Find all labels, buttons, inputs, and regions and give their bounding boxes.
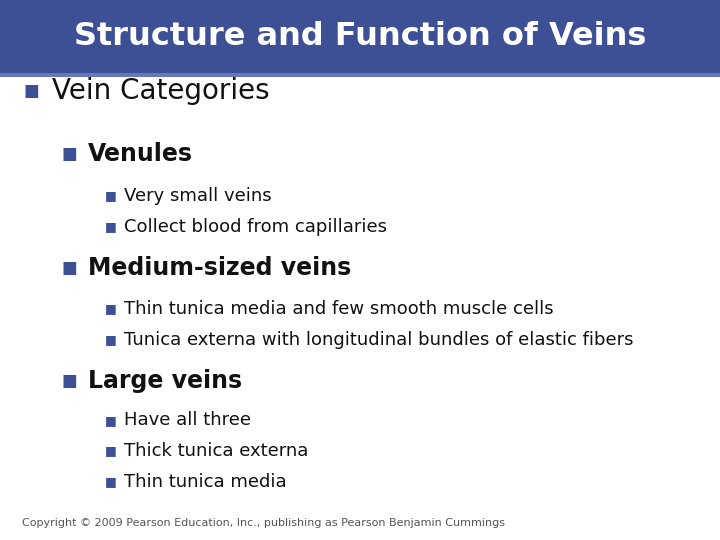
Text: ■: ■ — [104, 220, 116, 233]
Text: Vein Categories: Vein Categories — [52, 77, 269, 105]
Text: Tunica externa with longitudinal bundles of elastic fibers: Tunica externa with longitudinal bundles… — [124, 330, 634, 349]
Text: Have all three: Have all three — [124, 411, 256, 429]
Text: ■: ■ — [104, 333, 116, 346]
Text: Thin tunica media and few smooth muscle cells: Thin tunica media and few smooth muscle … — [124, 300, 554, 318]
Text: Copyright © 2009 Pearson Education, Inc., publishing as Pearson Benjamin Cumming: Copyright © 2009 Pearson Education, Inc.… — [22, 518, 505, 528]
Text: Thick tunica externa: Thick tunica externa — [124, 442, 308, 460]
Text: ■: ■ — [104, 444, 116, 457]
Text: Large veins: Large veins — [88, 369, 242, 393]
Text: Very small veins: Very small veins — [124, 187, 271, 205]
Text: Venules: Venules — [88, 142, 193, 166]
Text: ■: ■ — [104, 414, 116, 427]
Text: ■: ■ — [61, 145, 77, 163]
Text: ■: ■ — [23, 82, 39, 100]
Text: Medium-sized veins: Medium-sized veins — [88, 256, 351, 280]
FancyBboxPatch shape — [0, 0, 720, 73]
Text: Collect blood from capillaries: Collect blood from capillaries — [124, 218, 387, 236]
Text: ■: ■ — [61, 372, 77, 390]
Text: ■: ■ — [104, 475, 116, 488]
Text: Structure and Function of Veins: Structure and Function of Veins — [74, 21, 646, 52]
Text: ■: ■ — [61, 259, 77, 278]
Text: ■: ■ — [104, 190, 116, 202]
Text: ■: ■ — [104, 302, 116, 315]
FancyBboxPatch shape — [0, 73, 720, 77]
Text: Thin tunica media: Thin tunica media — [124, 472, 287, 491]
